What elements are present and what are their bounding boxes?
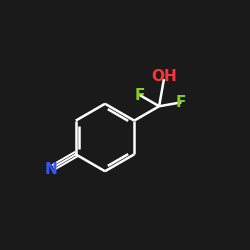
- Text: F: F: [134, 88, 145, 102]
- Text: OH: OH: [151, 69, 177, 84]
- Text: F: F: [176, 95, 186, 110]
- Text: N: N: [45, 162, 58, 177]
